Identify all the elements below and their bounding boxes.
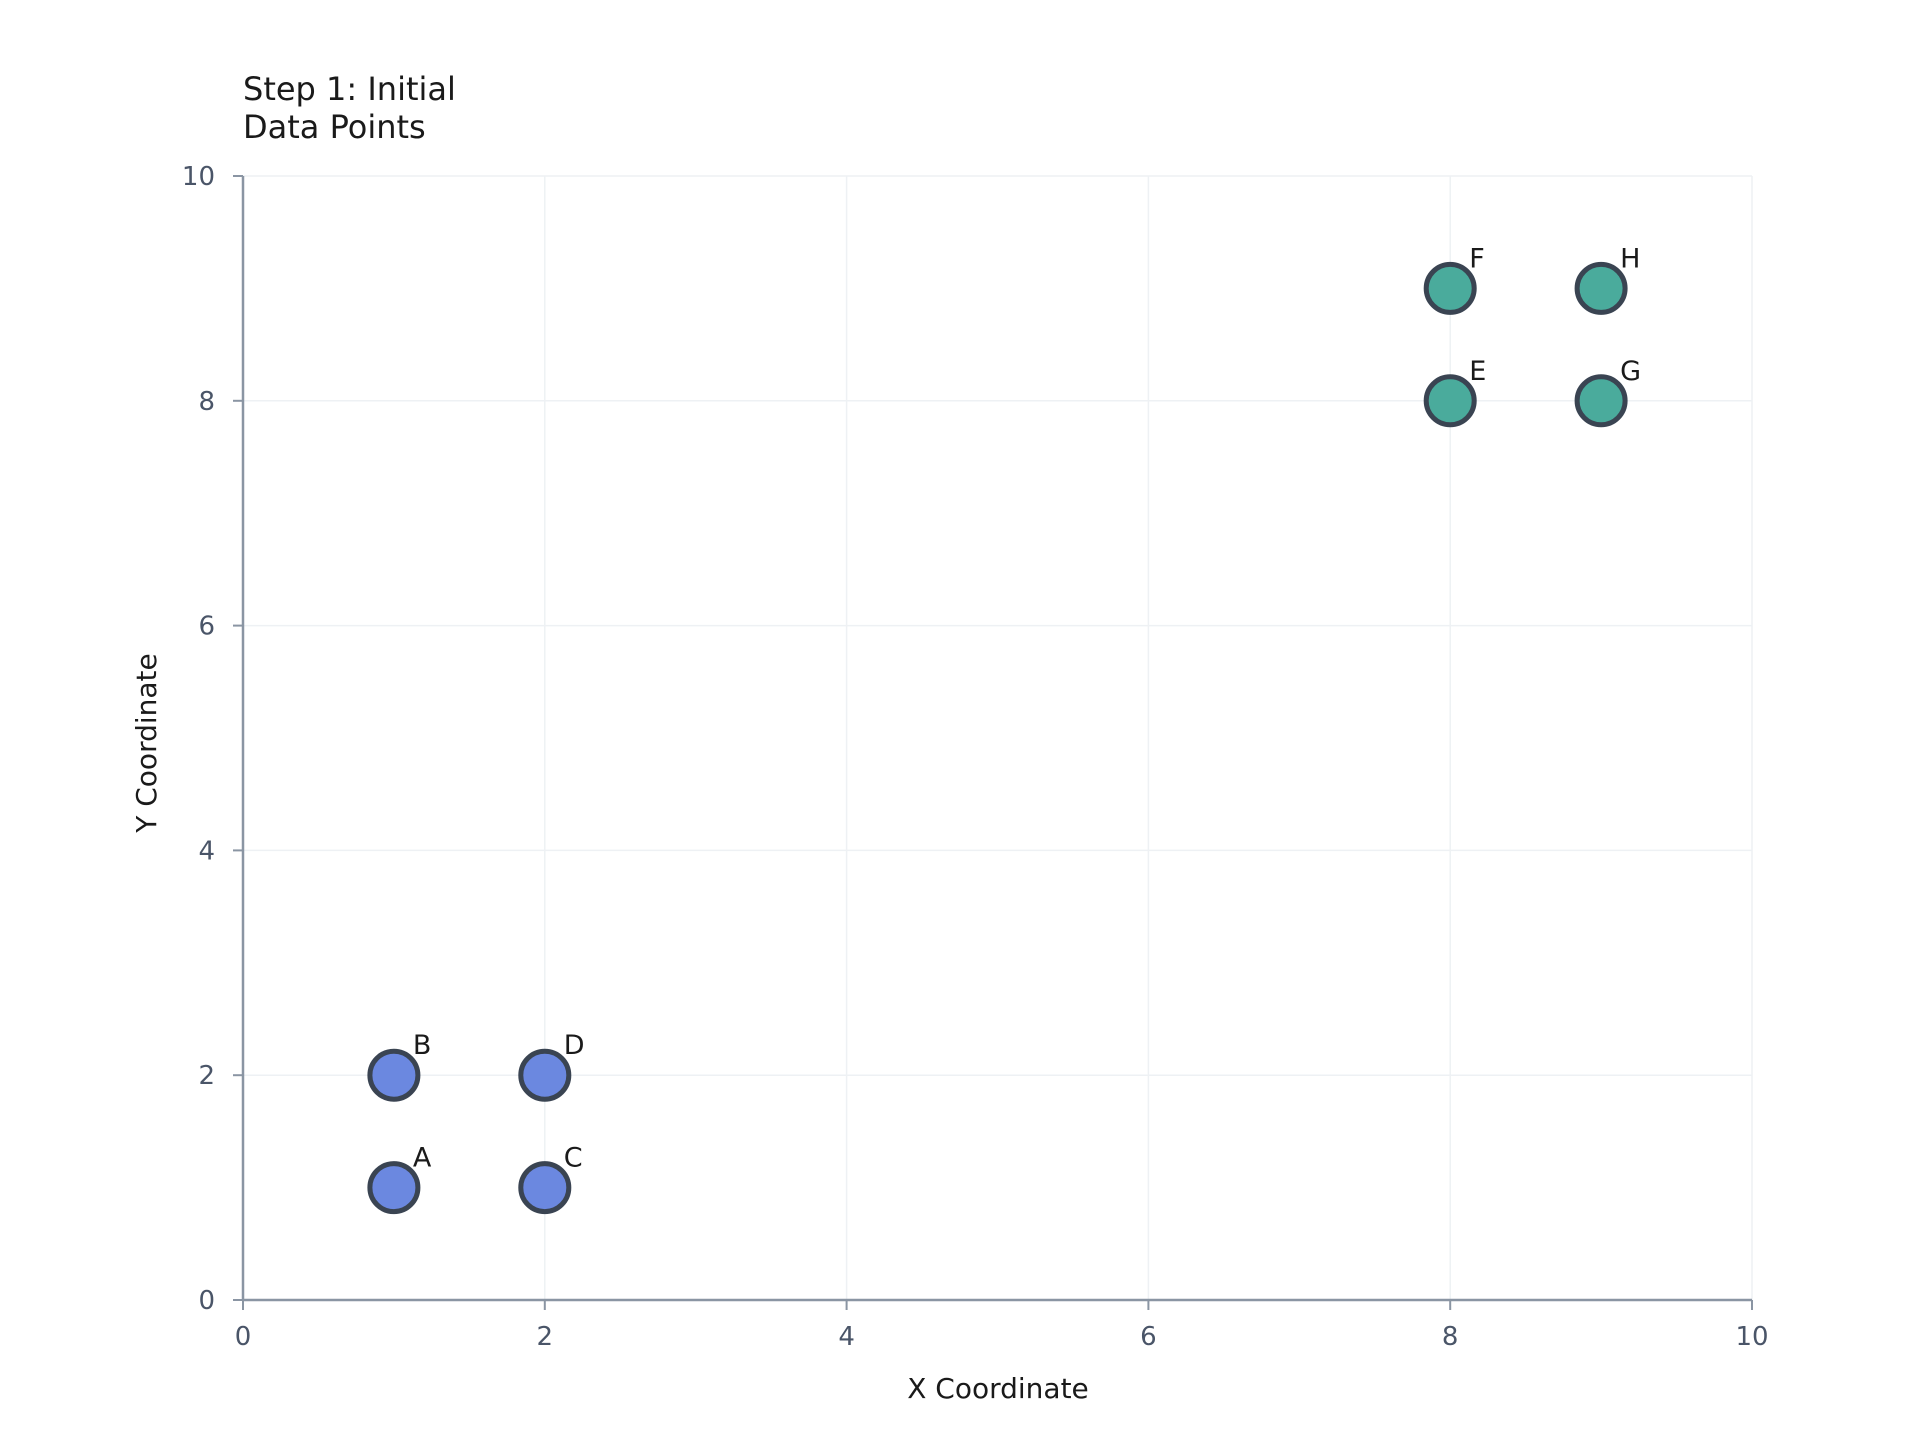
chart-title-line-1: Step 1: Initial: [243, 70, 456, 108]
x-tick-label: 0: [235, 1322, 252, 1352]
chart-title-line-2: Data Points: [243, 108, 426, 146]
y-tick-label: 4: [198, 836, 215, 866]
x-tick-label: 8: [1442, 1322, 1459, 1352]
data-point-b: [367, 1048, 421, 1102]
tick-labels: 0 2 4 6 8 10 0 2 4 6 8 10: [182, 162, 1769, 1352]
x-tick-label: 10: [1735, 1322, 1768, 1352]
data-point-d: [518, 1048, 572, 1102]
point-label-h: H: [1620, 243, 1640, 274]
point-label-e: E: [1469, 356, 1486, 387]
data-point-e: [1423, 374, 1477, 428]
point-label-d: D: [564, 1030, 585, 1061]
y-tick-label: 10: [182, 162, 215, 192]
point-label-f: F: [1469, 243, 1485, 274]
point-label-b: B: [413, 1030, 432, 1061]
chart-title: Step 1: Initial Data Points: [243, 70, 456, 146]
axes: [233, 175, 1753, 1310]
x-tick-label: 6: [1140, 1322, 1157, 1352]
data-points: A B C D E F G H: [367, 243, 1641, 1215]
y-tick-label: 8: [198, 387, 215, 417]
y-tick-label: 2: [198, 1061, 215, 1091]
data-point-a: [367, 1161, 421, 1215]
point-label-a: A: [413, 1143, 432, 1174]
point-label-g: G: [1620, 356, 1641, 387]
data-point-h: [1574, 261, 1628, 315]
y-tick-label: 6: [198, 612, 215, 642]
data-point-c: [518, 1161, 572, 1215]
y-tick-label: 0: [198, 1286, 215, 1316]
grid-lines: [243, 175, 1753, 1300]
x-tick-label: 2: [537, 1322, 554, 1352]
y-axis-title: Y Coordinate: [130, 653, 163, 834]
data-point-g: [1574, 374, 1628, 428]
x-axis-title: X Coordinate: [907, 1372, 1089, 1405]
x-tick-label: 4: [838, 1322, 855, 1352]
data-point-f: [1423, 261, 1477, 315]
point-label-c: C: [564, 1143, 583, 1174]
